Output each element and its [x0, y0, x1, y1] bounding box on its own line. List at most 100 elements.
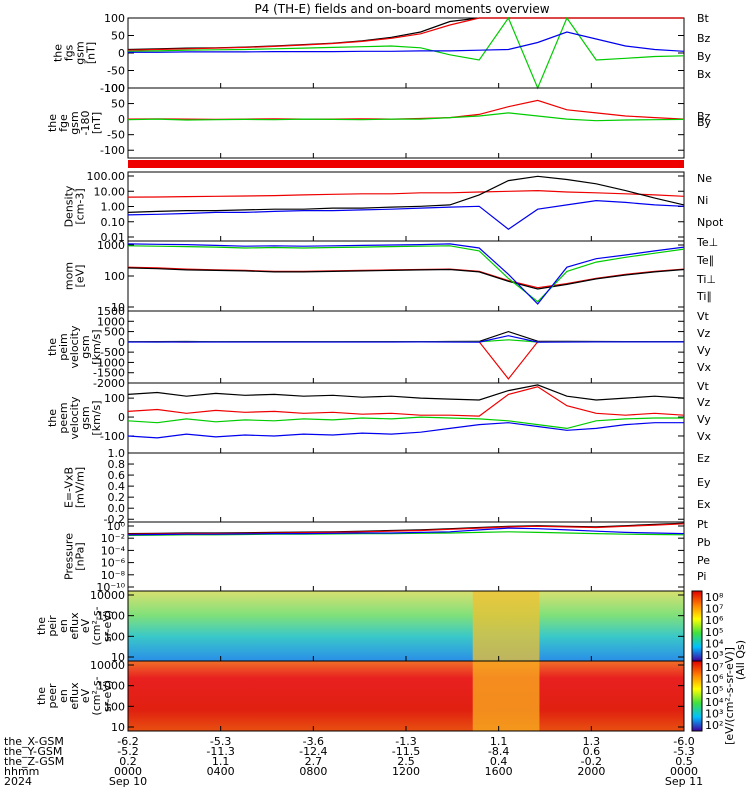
peer-en-eflux-ylabel: peer	[46, 683, 59, 709]
efield-ytick-label: 0.0	[108, 502, 126, 515]
peer-en-eflux-ylabel: eV	[79, 688, 92, 703]
peem-velocity-series-vy	[127, 416, 684, 430]
efield-ylabel: [mV/m]	[74, 467, 87, 508]
peim-velocity-frame	[127, 310, 685, 384]
peir-en-eflux-ylabel: (cm²-s-	[90, 606, 103, 645]
ephemeris-value: 1.3	[583, 735, 601, 748]
peir-en-eflux-ytick-label: 1000	[97, 610, 125, 623]
pressure-legend-pi: Pi	[697, 570, 706, 583]
ephemeris-value: 1.1	[490, 735, 508, 748]
mom-temp-ytick-label: 1000	[97, 239, 125, 252]
peim-velocity-series-vt	[127, 330, 684, 343]
panel-peir-en-eflux: 10⁸10⁷10⁶10⁵10⁴10³10000100010010thepeire…	[35, 589, 724, 664]
mom-temp-ylabel: mom	[63, 262, 76, 290]
peir-en-eflux-ytick-label: 10000	[90, 589, 125, 602]
peim-velocity-ylabel: gsm	[79, 335, 92, 358]
peir-en-eflux-colorbar-tick: 10⁶	[705, 614, 724, 627]
ephemeris-value: -0.2	[581, 755, 602, 768]
fgs-gsm-ylabel: the	[52, 44, 65, 62]
ephemeris-value: 0800	[299, 765, 327, 778]
peer-en-eflux-colorbar-tick: 10³	[705, 707, 723, 720]
fge-gsm-ylabel: fge	[57, 114, 70, 132]
mom-temp-legend-te: Te⊥	[696, 236, 718, 249]
peir-en-eflux-ylabel: en	[57, 619, 70, 633]
fge-gsm-ytick-label: 100	[104, 82, 125, 95]
peer-en-eflux-ytick-label: 10	[111, 721, 125, 734]
peim-velocity-ylabel: the	[46, 338, 59, 356]
ephemeris-value: 0.4	[490, 755, 508, 768]
peim-velocity-ytick-label: -1000	[93, 356, 125, 369]
peem-velocity-ylabel: [km/s]	[90, 400, 103, 435]
peir-en-eflux-colorbar-tick: 10⁵	[705, 626, 723, 639]
fge-gsm-ylabel: [nT]	[90, 112, 103, 134]
pressure-ytick-label: 10⁻⁶	[101, 557, 126, 570]
fgs-gsm-ytick-label: 100	[104, 12, 125, 25]
density-series-ne	[127, 189, 685, 198]
mom-temp-series-ti	[127, 243, 685, 305]
peir-en-eflux-colorbar-tick: 10⁴	[705, 637, 724, 650]
peem-velocity-ylabel: the	[46, 409, 59, 427]
ephemeris-value: -6.0	[673, 735, 694, 748]
peem-velocity-ylabel: peem	[57, 402, 70, 433]
ephemeris-label-the-x-gsm: the_X-GSM	[4, 735, 64, 748]
peim-velocity-legend-vx: Vx	[697, 361, 712, 374]
efield-ytick-label: -0.2	[104, 513, 125, 526]
ephemeris-value: 0000	[670, 765, 698, 778]
fgs-gsm-series-by	[127, 16, 685, 90]
ephemeris-value: 0400	[207, 765, 235, 778]
peir-en-eflux-colorbar	[691, 590, 703, 662]
peer-en-eflux-ytick-label: 1000	[97, 680, 125, 693]
pressure-series-pb	[127, 523, 685, 535]
ephemeris-table: the_X-GSMthe_Y-GSMthe_Z-GSMhhmm2024-6.2-…	[4, 735, 703, 788]
peim-velocity-series-vx	[128, 335, 684, 343]
density-ytick-label: 100.00	[87, 170, 126, 183]
fgs-gsm-legend-bx: Bx	[697, 68, 712, 81]
fgs-gsm-ytick-label: 50	[111, 30, 125, 43]
fge-gsm-ylabel: gsm	[68, 111, 81, 134]
fge-gsm-series-bz	[127, 99, 685, 121]
fge-gsm-ytick-label: 0	[118, 113, 125, 126]
fge-gsm-ylabel: the	[46, 114, 59, 132]
peer-en-eflux-colorbar	[691, 660, 703, 732]
peer-en-eflux-colorbar-tick: 10⁵	[705, 684, 723, 697]
pressure-ylabel: Pressure	[63, 533, 76, 580]
peir-en-eflux-colorbar-tick: 10³	[705, 649, 723, 662]
ephemeris-value: 2.5	[397, 755, 415, 768]
ephemeris-label-2024: 2024	[4, 775, 32, 788]
ephemeris-value: -5.3	[210, 735, 231, 748]
fge-gsm-ytick-label: 50	[111, 98, 125, 111]
peer-en-eflux-ytick-label: 10000	[90, 659, 125, 672]
panel-stack: 100500-50-100thefgsgsm[nT]BtBzByBx100500…	[35, 12, 747, 745]
fge-gsm-frame	[127, 87, 685, 159]
peim-velocity-ytick-label: 0	[118, 336, 125, 349]
efield-ytick-label: 0.8	[108, 458, 126, 471]
ephemeris-value: 1200	[392, 765, 420, 778]
efield-legend-ey: Ey	[697, 476, 711, 489]
efield-legend-ex: Ex	[697, 498, 711, 511]
peir-en-eflux-event-region	[472, 591, 540, 661]
peem-velocity-legend-vt: Vt	[697, 380, 710, 393]
colorbar-unit-label: [eV/(cm²-s-sr-eV)]	[723, 647, 736, 745]
ephemeris-value: -3.6	[303, 735, 324, 748]
peim-velocity-ytick-label: -1500	[93, 367, 125, 380]
peem-velocity-ylabel: velocity	[68, 396, 81, 439]
fgs-gsm-frame	[127, 17, 685, 89]
peim-velocity-ytick-label: -500	[100, 346, 125, 359]
panel-peer-en-eflux: 10⁷10⁶10⁵10⁴10³10²10000100010010thepeere…	[35, 659, 724, 734]
peer-en-eflux-ytick-label: 100	[104, 700, 125, 713]
mom-temp-ytick-label: 10	[111, 301, 125, 314]
peer-en-eflux-spectrogram	[128, 661, 684, 731]
panel-efield: 1.00.80.60.40.20.0-0.2 E=-VxB[mV/m] Ez Ey Ex	[63, 447, 711, 526]
peem-velocity-series-vz	[127, 386, 685, 417]
peer-en-eflux-event-region	[472, 661, 540, 731]
fgs-gsm-ytick-label: -50	[107, 65, 125, 78]
peem-velocity-series-vt	[127, 384, 685, 401]
peir-en-eflux-ylabel: sr-eV)	[101, 610, 114, 642]
fgs-gsm-series-bt	[127, 17, 684, 51]
mom-temp-legend-ti: Ti⊥	[696, 273, 716, 286]
peer-en-eflux-ylabel: sr-eV)	[101, 680, 114, 712]
peir-en-eflux-ytick-label: 10	[111, 651, 125, 664]
